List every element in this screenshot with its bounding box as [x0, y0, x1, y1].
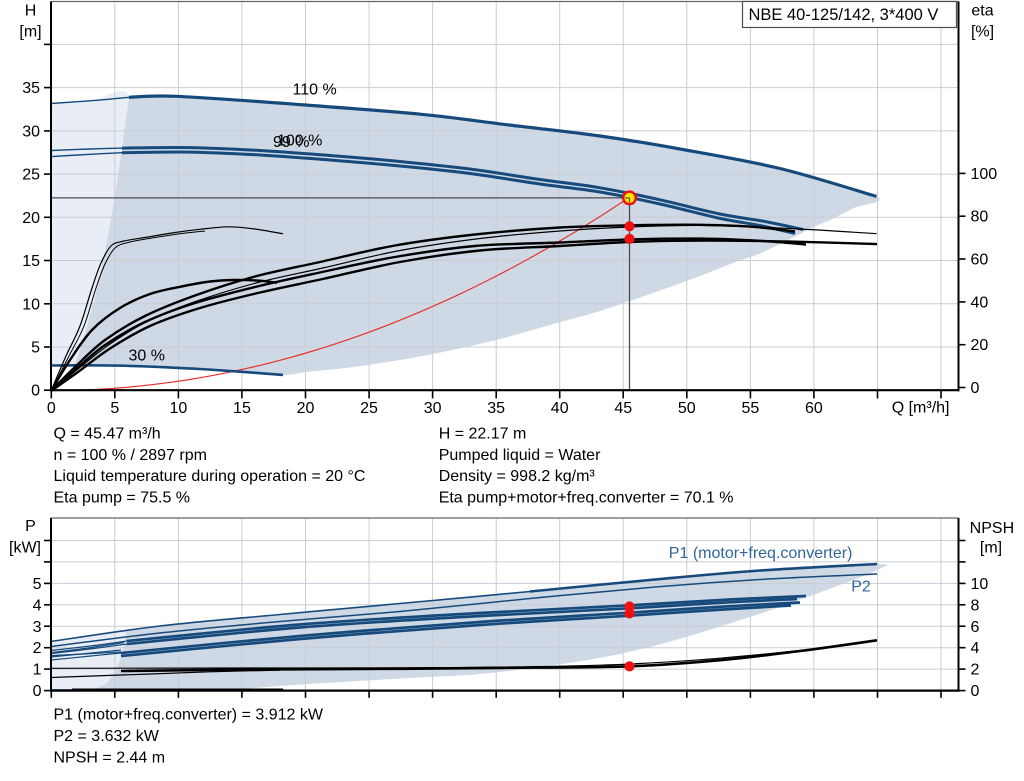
svg-text:Liquid temperature during oper: Liquid temperature during operation = 20…: [54, 468, 366, 485]
svg-text:80: 80: [971, 209, 989, 226]
svg-text:0: 0: [31, 383, 40, 400]
svg-text:[m]: [m]: [980, 539, 1002, 556]
svg-text:Eta pump+motor+freq.converter: Eta pump+motor+freq.converter = 70.1 %: [439, 490, 734, 507]
svg-text:2: 2: [33, 640, 42, 657]
svg-text:10: 10: [22, 296, 40, 313]
svg-text:Q = 45.47 m³/h: Q = 45.47 m³/h: [54, 425, 161, 442]
svg-text:Pumped liquid = Water: Pumped liquid = Water: [439, 447, 601, 464]
svg-text:Eta pump = 75.5 %: Eta pump = 75.5 %: [54, 490, 191, 507]
svg-text:NPSH = 2.44 m: NPSH = 2.44 m: [54, 749, 166, 766]
svg-text:40: 40: [971, 294, 989, 311]
svg-text:15: 15: [233, 400, 251, 417]
svg-text:20: 20: [971, 337, 989, 354]
svg-text:5: 5: [110, 400, 119, 417]
svg-text:60: 60: [805, 400, 823, 417]
svg-text:n = 100 % / 2897 rpm: n = 100 % / 2897 rpm: [54, 447, 207, 464]
svg-text:0: 0: [47, 400, 56, 417]
svg-text:35: 35: [487, 400, 505, 417]
svg-text:H: H: [25, 2, 37, 19]
svg-text:45: 45: [614, 400, 632, 417]
svg-text:3: 3: [33, 619, 42, 636]
svg-text:0: 0: [971, 380, 980, 397]
svg-text:30 %: 30 %: [129, 348, 165, 365]
svg-text:P: P: [25, 518, 36, 535]
svg-text:35: 35: [22, 80, 40, 97]
svg-text:30: 30: [424, 400, 442, 417]
svg-text:25: 25: [22, 167, 40, 184]
svg-text:30: 30: [22, 123, 40, 140]
svg-text:25: 25: [360, 400, 378, 417]
svg-text:P2 = 3.632 kW: P2 = 3.632 kW: [54, 728, 160, 745]
svg-text:P1 (motor+freq.converter): P1 (motor+freq.converter): [669, 545, 853, 562]
svg-text:110 %: 110 %: [293, 82, 337, 99]
svg-text:0: 0: [971, 683, 980, 700]
svg-text:2: 2: [971, 662, 980, 679]
svg-text:20: 20: [297, 400, 315, 417]
svg-text:5: 5: [31, 339, 40, 356]
svg-text:8: 8: [971, 597, 980, 614]
svg-text:[%]: [%]: [971, 24, 994, 41]
svg-text:20: 20: [22, 210, 40, 227]
svg-text:P2: P2: [851, 579, 871, 596]
svg-text:40: 40: [551, 400, 569, 417]
svg-text:0: 0: [33, 683, 42, 700]
svg-text:4: 4: [971, 640, 980, 657]
svg-text:15: 15: [22, 253, 40, 270]
svg-text:H = 22.17 m: H = 22.17 m: [439, 425, 527, 442]
svg-text:NPSH: NPSH: [970, 520, 1014, 537]
svg-text:100 %: 100 %: [277, 133, 322, 150]
svg-text:[m]: [m]: [19, 24, 41, 41]
svg-text:6: 6: [971, 619, 980, 636]
svg-text:10: 10: [971, 576, 989, 593]
svg-text:P1 (motor+freq.converter) = 3.: P1 (motor+freq.converter) = 3.912 kW: [54, 707, 324, 724]
svg-text:eta: eta: [971, 2, 993, 19]
svg-text:Q [m³/h]: Q [m³/h]: [892, 400, 950, 417]
svg-text:99 %: 99 %: [273, 134, 309, 151]
svg-text:5: 5: [33, 576, 42, 593]
svg-text:4: 4: [33, 597, 42, 614]
svg-text:55: 55: [741, 400, 759, 417]
svg-text:[kW]: [kW]: [9, 539, 41, 556]
svg-text:NBE 40-125/142, 3*400 V: NBE 40-125/142, 3*400 V: [749, 6, 939, 24]
svg-text:1: 1: [33, 662, 42, 679]
svg-text:Density = 998.2 kg/m³: Density = 998.2 kg/m³: [439, 468, 596, 485]
svg-text:10: 10: [170, 400, 188, 417]
svg-text:60: 60: [971, 252, 989, 269]
svg-text:50: 50: [678, 400, 696, 417]
svg-text:100: 100: [971, 166, 998, 183]
